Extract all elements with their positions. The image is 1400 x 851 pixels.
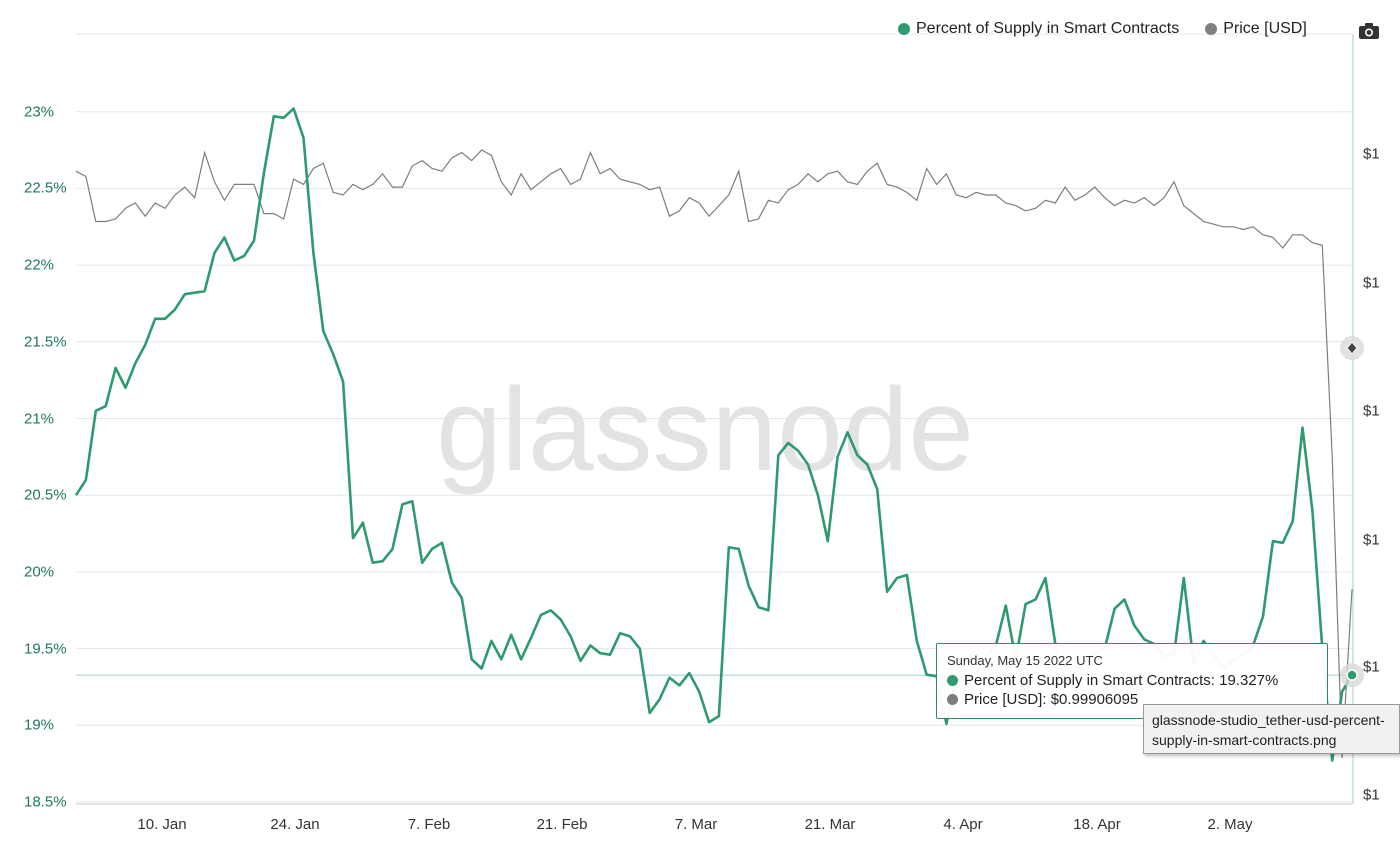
file-name-tooltip: glassnode-studio_tether-usd-percent- sup…: [1143, 704, 1400, 754]
camera-icon[interactable]: [1358, 22, 1380, 40]
y-left-tick-label: 22%: [24, 256, 55, 274]
y-left-tick-label: 23%: [24, 103, 55, 121]
y-right-tick-label: $1: [1363, 274, 1380, 292]
legend-label-price: Price [USD]: [1223, 20, 1307, 37]
hover-point-price[interactable]: [1346, 341, 1358, 355]
y-left-tick-label: 20%: [24, 563, 55, 581]
hover-tooltip: Sunday, May 15 2022 UTC Percent of Suppl…: [936, 643, 1328, 719]
file-name-line-2: supply-in-smart-contracts.png: [1152, 732, 1337, 748]
series-line-price: [75, 149, 1353, 759]
y-left-tick-label: 22.5%: [24, 179, 67, 197]
tooltip-row-price: Price [USD]: $0.99906095: [947, 690, 1317, 709]
watermark-text: glassnode: [436, 364, 974, 496]
tooltip-dot-supply: [947, 675, 958, 686]
x-tick-label: 7. Mar: [674, 816, 718, 833]
x-tick-label: 4. Apr: [943, 816, 983, 833]
y-left-tick-label: 18.5%: [24, 793, 67, 811]
y-right-tick-label: $1: [1363, 145, 1380, 163]
y-right-tick-label: $1: [1363, 786, 1380, 804]
legend: Percent of Supply in Smart Contracts Pri…: [898, 20, 1307, 38]
y-right-tick-label: $1: [1363, 658, 1380, 676]
file-name-line-1: glassnode-studio_tether-usd-percent-: [1152, 712, 1385, 728]
y-left-tick-label: 21%: [24, 410, 55, 427]
x-tick-label: 21. Feb: [536, 816, 588, 833]
legend-label-supply: Percent of Supply in Smart Contracts: [916, 20, 1180, 37]
legend-item-supply[interactable]: Percent of Supply in Smart Contracts: [898, 20, 1179, 38]
y-right-tick-label: $1: [1363, 531, 1380, 549]
legend-dot-supply: [898, 23, 910, 35]
x-tick-label: 18. Apr: [1073, 816, 1121, 833]
legend-dot-price: [1205, 23, 1218, 35]
tooltip-label-supply: Percent of Supply in Smart Contracts:: [964, 672, 1220, 689]
tooltip-label-price: Price [USD]:: [964, 691, 1051, 708]
x-tick-label: 21. Mar: [804, 816, 856, 833]
y-left-tick-label: 19.5%: [24, 640, 67, 658]
tooltip-dot-price: [947, 694, 958, 705]
tooltip-date: Sunday, May 15 2022 UTC: [947, 653, 1103, 668]
tooltip-row-supply: Percent of Supply in Smart Contracts: 19…: [947, 671, 1317, 690]
y-left-tick-label: 21.5%: [24, 333, 67, 351]
y-right-tick-label: $1: [1363, 402, 1380, 420]
x-tick-label: 10. Jan: [137, 816, 187, 833]
y-left-tick-label: 20.5%: [24, 486, 67, 504]
x-tick-label: 2. May: [1207, 816, 1253, 833]
tooltip-value-price: $0.99906095: [1050, 691, 1139, 708]
series-line-supply: [74, 107, 1354, 762]
hover-point-supply[interactable]: [1346, 669, 1358, 681]
legend-item-price[interactable]: Price [USD]: [1205, 20, 1307, 38]
y-left-tick-label: 19%: [24, 716, 55, 734]
x-tick-label: 7. Feb: [407, 816, 451, 833]
tooltip-value-supply: 19.327%: [1219, 672, 1279, 689]
x-tick-label: 24. Jan: [270, 816, 320, 833]
